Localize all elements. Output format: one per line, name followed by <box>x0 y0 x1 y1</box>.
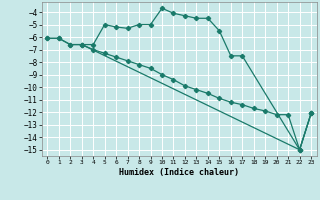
X-axis label: Humidex (Indice chaleur): Humidex (Indice chaleur) <box>119 168 239 177</box>
